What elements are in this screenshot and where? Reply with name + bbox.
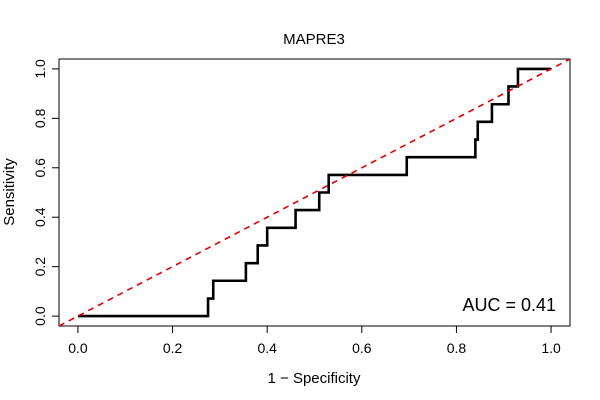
plot-frame [58,58,571,327]
x-tick-label: 0.0 [68,340,88,356]
plot-area [59,59,570,326]
x-tick-label: 0.2 [163,340,183,356]
x-tick-label: 1.0 [541,340,561,356]
x-tick-label: 0.4 [257,340,277,356]
y-axis-label: Sensitivity [1,158,18,226]
x-axis-label: 1 − Specificity [268,370,361,387]
roc-curve-line [77,67,552,318]
auc-annotation: AUC = 0.41 [462,295,556,315]
reference-diagonal-line [59,59,570,326]
chart-title: MAPRE3 [283,31,345,48]
y-axis: 0.0 0.2 0.4 0.6 0.8 1.0 [32,59,59,326]
y-tick-label: 0.8 [32,108,48,128]
y-tick-label: 0.0 [32,306,48,326]
y-tick-label: 0.2 [32,257,48,277]
y-tick-label: 0.6 [32,158,48,178]
x-tick-label: 0.6 [352,340,372,356]
y-tick-label: 0.4 [32,207,48,227]
x-tick-label: 0.8 [447,340,467,356]
x-axis: 0.0 0.2 0.4 0.6 0.8 1.0 [68,326,561,356]
y-tick-label: 1.0 [32,59,48,79]
